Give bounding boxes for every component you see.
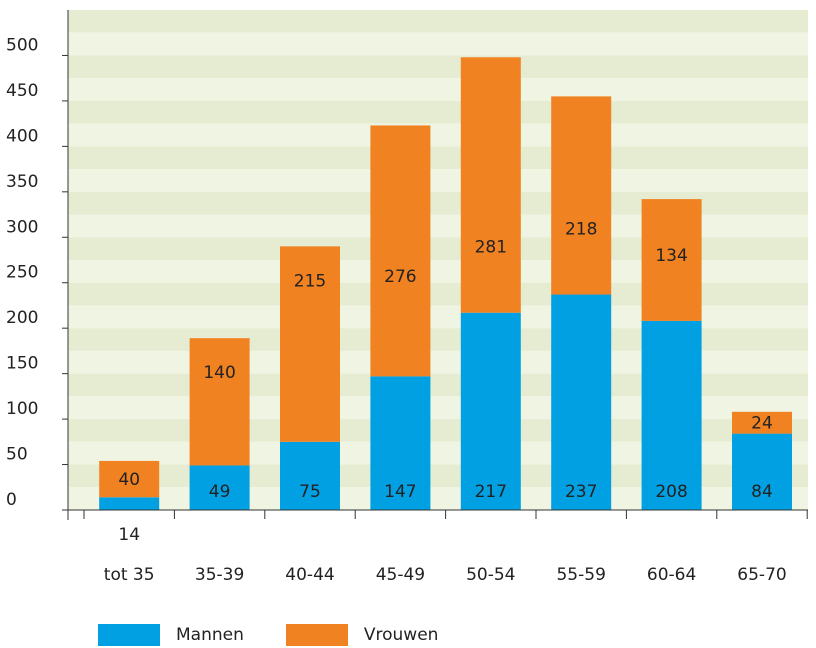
- bar-mannen: [732, 433, 792, 510]
- grid-band: [68, 146, 808, 170]
- grid-band: [68, 328, 808, 351]
- data-label-vrouwen: 40: [118, 470, 140, 490]
- data-label-vrouwen: 276: [384, 267, 416, 287]
- grid-band: [68, 55, 808, 79]
- bar-vrouwen: [551, 96, 612, 295]
- x-tick-label: 45-49: [376, 565, 425, 585]
- data-label-mannen: 237: [565, 482, 597, 502]
- legend-label-mannen: Mannen: [176, 625, 244, 645]
- labels-layer: 14 40 tot 35 49 140 35-39 75 215 40-44 147 276 45-4…: [104, 220, 787, 585]
- data-label-mannen: 49: [209, 482, 231, 502]
- data-label-vrouwen: 140: [203, 363, 235, 383]
- x-tick-label: 40-44: [285, 565, 334, 585]
- bar-vrouwen: [732, 411, 792, 434]
- bar-vrouwen: [641, 199, 702, 321]
- bar-mannen: [551, 294, 612, 510]
- data-label-vrouwen: 24: [751, 414, 773, 434]
- grid-band: [68, 10, 808, 33]
- x-tick-label: 35-39: [195, 565, 244, 585]
- y-tick-label: 250: [6, 263, 38, 283]
- y-tick-label: 400: [6, 126, 38, 146]
- legend: Mannen Vrouwen: [98, 624, 480, 646]
- grid-band: [68, 396, 808, 420]
- grid-band: [68, 78, 808, 101]
- grid-band: [68, 260, 808, 283]
- bar-mannen: [460, 312, 521, 510]
- legend-swatch-vrouwen: [285, 624, 348, 646]
- bar-vrouwen: [99, 460, 160, 498]
- grid-band: [68, 419, 808, 442]
- axes-layer: 0 50 100 150 200 250 300 350 400 450 500: [6, 10, 808, 520]
- grid-band: [68, 350, 808, 374]
- grid-band: [68, 32, 808, 56]
- data-label-mannen: 147: [384, 482, 416, 502]
- bar-vrouwen: [370, 125, 431, 377]
- grid-band: [68, 373, 808, 397]
- legend-label-vrouwen: Vrouwen: [363, 625, 439, 645]
- y-tick-label: 300: [6, 217, 38, 237]
- data-label-vrouwen: 215: [294, 271, 326, 291]
- bar-vrouwen: [460, 57, 521, 313]
- grid-band: [68, 464, 808, 488]
- data-label-mannen: 75: [299, 482, 321, 502]
- grid-band: [68, 305, 808, 329]
- data-label-mannen: 217: [475, 482, 507, 502]
- data-label-mannen: 208: [655, 482, 687, 502]
- y-tick-label: 200: [6, 308, 38, 328]
- grid-band: [68, 100, 808, 124]
- data-label-mannen: 84: [751, 482, 773, 502]
- y-tick-label: 100: [6, 399, 38, 419]
- y-tick-label: 150: [6, 354, 38, 374]
- grid-band: [68, 487, 808, 510]
- x-tick-label: 60-64: [647, 565, 696, 585]
- grid-band: [68, 282, 808, 306]
- grid-band: [68, 191, 808, 215]
- grid-band: [68, 169, 808, 192]
- bar-mannen: [280, 441, 340, 510]
- bar-mannen: [641, 320, 702, 510]
- grid-band: [68, 237, 808, 260]
- x-tick-label: 65-70: [737, 565, 786, 585]
- y-tick-label: 50: [6, 445, 28, 465]
- bar-vrouwen: [280, 246, 340, 442]
- y-tick-label: 350: [6, 172, 38, 192]
- bars-layer: [99, 57, 792, 510]
- bar-mannen: [99, 497, 160, 510]
- y-tick-label: 500: [6, 35, 38, 55]
- y-tick-label: 0: [6, 490, 17, 510]
- y-tick-label: 450: [6, 81, 38, 101]
- bar-mannen: [189, 465, 250, 510]
- bar-mannen: [370, 376, 431, 510]
- grid-band: [68, 123, 808, 147]
- x-tick-label: 55-59: [556, 565, 605, 585]
- grid-band: [68, 214, 808, 238]
- x-tick-label: 50-54: [466, 565, 515, 585]
- data-label-vrouwen: 281: [475, 238, 507, 258]
- bar-vrouwen: [189, 338, 250, 466]
- data-label-vrouwen: 218: [565, 220, 597, 240]
- data-label-vrouwen: 134: [655, 246, 687, 266]
- data-label-mannen: 14: [118, 525, 140, 545]
- grid-band: [68, 441, 808, 465]
- plot-background-bands: [68, 10, 808, 510]
- x-tick-label: tot 35: [104, 565, 155, 585]
- legend-swatch-mannen: [98, 624, 160, 646]
